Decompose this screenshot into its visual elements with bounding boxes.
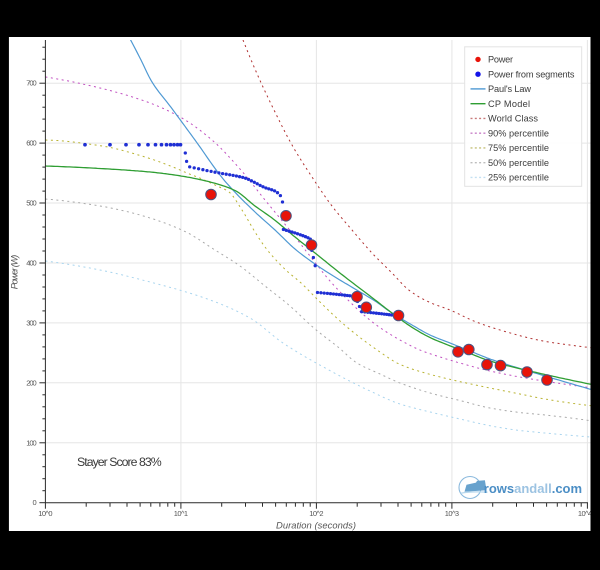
svg-text:25% percentile: 25% percentile: [488, 173, 549, 183]
svg-text:CP Model: CP Model: [488, 99, 530, 109]
svg-text:500: 500: [26, 199, 37, 208]
svg-text:Duration (seconds): Duration (seconds): [276, 520, 356, 531]
svg-text:0: 0: [33, 498, 37, 507]
svg-text:75% percentile: 75% percentile: [488, 143, 549, 153]
svg-text:600: 600: [26, 139, 37, 148]
svg-text:400: 400: [26, 259, 37, 268]
svg-text:10^0: 10^0: [38, 509, 52, 518]
svg-text:90% percentile: 90% percentile: [488, 129, 549, 139]
svg-text:50% percentile: 50% percentile: [488, 158, 549, 168]
svg-text:100: 100: [26, 438, 37, 447]
svg-text:10^3: 10^3: [445, 509, 459, 518]
svg-text:300: 300: [26, 318, 37, 327]
svg-text:rowsandall.com: rowsandall.com: [484, 481, 582, 496]
svg-text:Stayer Score 83%: Stayer Score 83%: [77, 455, 162, 469]
svg-text:Power (W): Power (W): [10, 255, 20, 290]
svg-text:10^4: 10^4: [578, 509, 592, 518]
svg-text:10^1: 10^1: [174, 509, 188, 518]
svg-text:Paul's Law: Paul's Law: [488, 84, 531, 94]
svg-text:Power from segments: Power from segments: [488, 70, 575, 80]
svg-text:10^2: 10^2: [309, 509, 323, 518]
svg-text:200: 200: [26, 378, 37, 387]
svg-text:World Class: World Class: [488, 114, 538, 124]
svg-text:Power: Power: [488, 55, 513, 65]
svg-text:700: 700: [26, 79, 37, 88]
